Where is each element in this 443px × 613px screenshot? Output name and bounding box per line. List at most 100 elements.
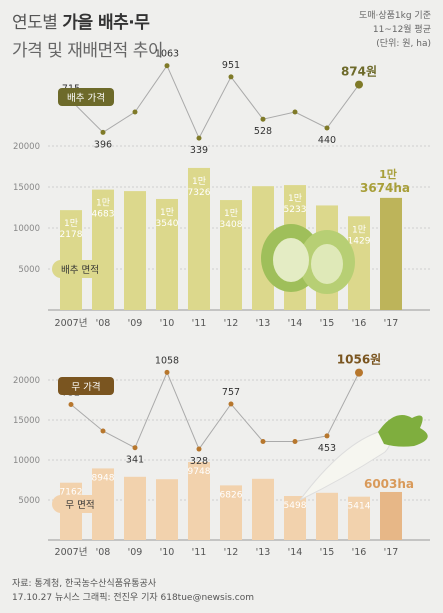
x-tick-label: '11 xyxy=(192,547,207,558)
price-dot xyxy=(196,135,202,141)
bar-value-label: 5498 xyxy=(284,501,307,511)
price-value-label: 396 xyxy=(94,139,112,150)
x-tick-label: '09 xyxy=(128,547,143,558)
y-tick-label: 15000 xyxy=(13,416,40,426)
cabbage-illustration xyxy=(273,238,309,282)
bar-value-label: 6826 xyxy=(220,490,243,500)
radish-illustration xyxy=(378,415,428,447)
x-tick-label: '11 xyxy=(192,318,207,329)
price-dot xyxy=(164,63,170,69)
area-bar xyxy=(220,200,242,310)
x-tick-label: '10 xyxy=(160,318,175,329)
bar-value-label: 1만 xyxy=(96,198,110,209)
bar-value-label: 7162 xyxy=(60,488,83,498)
bar-value-label: 8948 xyxy=(92,473,115,483)
bar-value-label: 5414 xyxy=(348,502,371,512)
bar-value-label: 7326 xyxy=(188,188,211,198)
x-tick-label: 2007년 xyxy=(55,547,88,558)
price-dot xyxy=(164,369,170,375)
chart-title: 연도별 가을 배추·무 xyxy=(12,13,150,33)
bar-value-label: 3408 xyxy=(220,220,243,230)
price-label: 무 가격 xyxy=(71,381,100,393)
y-tick-label: 10000 xyxy=(13,224,40,234)
x-tick-label: '14 xyxy=(288,318,303,329)
price-line xyxy=(70,371,360,451)
x-tick-label: '14 xyxy=(288,547,303,558)
area-bar xyxy=(284,496,306,540)
price-value-label: 757 xyxy=(222,387,240,398)
x-tick-label: 2007년 xyxy=(55,318,88,329)
price-label-box xyxy=(58,88,114,106)
y-tick-label: 20000 xyxy=(13,142,40,152)
price-dot xyxy=(132,445,138,451)
price-dot xyxy=(292,109,298,115)
area-bar xyxy=(124,191,146,310)
price-value-label: 453 xyxy=(318,443,336,454)
area-bar xyxy=(188,167,210,310)
bar-value-label: 9748 xyxy=(188,467,211,477)
x-tick-label: '12 xyxy=(224,318,239,329)
area-label-box xyxy=(52,260,108,278)
bar-value-label-last: 3674ha xyxy=(360,181,410,195)
bar-value-label: 1만 xyxy=(192,176,206,187)
price-dot xyxy=(324,433,330,439)
price-value-label: 341 xyxy=(126,455,144,466)
price-label: 배추 가격 xyxy=(67,92,105,104)
cabbage-illustration xyxy=(311,244,343,284)
x-tick-label: '15 xyxy=(320,318,335,329)
bar-value-label: 3540 xyxy=(156,219,179,229)
price-dot xyxy=(196,446,202,452)
price-dot xyxy=(68,402,74,408)
x-tick-label: '12 xyxy=(224,547,239,558)
area-bar xyxy=(380,197,402,310)
bar-value-label: 1만 xyxy=(352,224,366,235)
price-dot xyxy=(100,428,106,434)
chart-subtitle: 가격 및 재배면적 추이 xyxy=(12,41,163,61)
price-dot xyxy=(228,401,234,407)
bar-value-label: 1만 xyxy=(160,207,174,218)
bar-value-label: 1만 xyxy=(288,193,302,204)
area-bar xyxy=(380,491,402,540)
bar-value-label: 2178 xyxy=(60,230,83,240)
area-bar xyxy=(92,189,114,310)
footer: 자료: 통계청, 한국농수산식품유통공사 17.10.27 뉴시스 그래픽: 전… xyxy=(12,577,254,605)
price-line xyxy=(70,64,360,140)
credit-note: 17.10.27 뉴시스 그래픽: 전진우 기자 618tue@newsis.c… xyxy=(12,593,255,603)
area-bar xyxy=(188,462,210,540)
price-value-label: 1056원 xyxy=(337,353,381,367)
y-tick-label: 5000 xyxy=(18,265,40,275)
x-tick-label: '15 xyxy=(320,547,335,558)
x-tick-label: '10 xyxy=(160,547,175,558)
price-dot xyxy=(355,368,363,377)
price-value-label: 339 xyxy=(190,145,208,156)
area-bar xyxy=(124,476,146,540)
area-bar xyxy=(220,485,242,540)
bar-value-label: 4683 xyxy=(92,210,115,220)
area-bar xyxy=(348,496,370,540)
x-tick-label: '08 xyxy=(96,547,111,558)
x-tick-label: '13 xyxy=(256,318,271,329)
bar-value-label: 1만 xyxy=(64,218,78,229)
y-tick-label: 10000 xyxy=(13,456,40,466)
unit-note: 도매·상품1kg 기준 11~12월 평균 (단위: 원, ha) xyxy=(359,9,431,51)
price-dot xyxy=(100,129,106,135)
area-bar xyxy=(156,198,178,310)
x-tick-label: '13 xyxy=(256,547,271,558)
y-tick-label: 20000 xyxy=(13,376,40,386)
area-bar xyxy=(252,478,274,540)
source-note: 자료: 통계청, 한국농수산식품유통공사 xyxy=(12,579,157,589)
x-tick-label: '17 xyxy=(384,547,399,558)
price-value-label: 1058 xyxy=(155,355,179,366)
price-dot xyxy=(324,125,330,131)
y-tick-label: 5000 xyxy=(18,496,40,506)
x-tick-label: '16 xyxy=(352,318,367,329)
price-dot xyxy=(260,439,266,444)
price-dot xyxy=(228,74,234,80)
x-tick-label: '09 xyxy=(128,318,143,329)
x-tick-label: '17 xyxy=(384,318,399,329)
area-bar xyxy=(316,492,338,540)
price-dot xyxy=(260,116,266,122)
area-bar xyxy=(156,479,178,540)
area-label-box xyxy=(52,495,108,513)
